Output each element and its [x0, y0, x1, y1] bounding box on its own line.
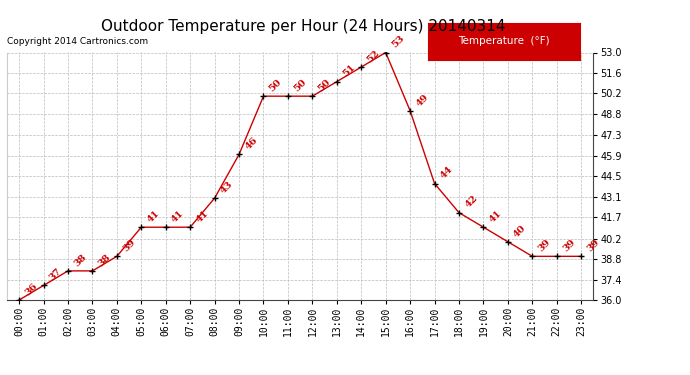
Text: 38: 38 [97, 252, 112, 268]
Text: 39: 39 [585, 238, 601, 254]
Text: 36: 36 [23, 281, 39, 297]
Text: 39: 39 [121, 238, 137, 254]
Text: 46: 46 [243, 136, 259, 152]
Text: 42: 42 [463, 194, 479, 210]
Text: 50: 50 [292, 77, 308, 93]
Text: 41: 41 [488, 209, 504, 224]
Text: 41: 41 [146, 209, 161, 224]
Text: 51: 51 [341, 63, 357, 79]
Text: 41: 41 [195, 209, 210, 224]
Text: 44: 44 [439, 165, 455, 181]
Text: 39: 39 [536, 238, 553, 254]
Text: 41: 41 [170, 209, 186, 224]
Text: Copyright 2014 Cartronics.com: Copyright 2014 Cartronics.com [7, 38, 148, 46]
Text: 37: 37 [48, 267, 63, 283]
Text: Outdoor Temperature per Hour (24 Hours) 20140314: Outdoor Temperature per Hour (24 Hours) … [101, 19, 506, 34]
Text: 50: 50 [268, 77, 284, 93]
Text: 39: 39 [561, 238, 577, 254]
Text: 53: 53 [390, 34, 406, 50]
Text: Temperature  (°F): Temperature (°F) [458, 36, 549, 46]
Text: 40: 40 [512, 223, 528, 239]
Text: 38: 38 [72, 252, 88, 268]
Text: 49: 49 [414, 92, 430, 108]
Text: 50: 50 [317, 77, 333, 93]
Text: 52: 52 [366, 48, 382, 64]
Text: 43: 43 [219, 179, 235, 195]
